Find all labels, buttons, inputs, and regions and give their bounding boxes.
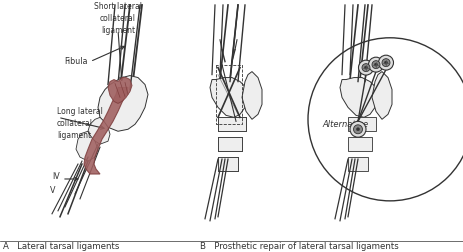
Circle shape [353,125,362,134]
Text: A   Lateral tarsal ligaments: A Lateral tarsal ligaments [3,242,119,251]
Polygon shape [218,117,245,131]
Circle shape [374,63,377,66]
Polygon shape [371,72,391,119]
Polygon shape [339,78,377,117]
Polygon shape [108,78,131,103]
Circle shape [358,60,373,75]
Circle shape [356,128,359,131]
Polygon shape [218,157,238,171]
Circle shape [371,61,379,69]
Circle shape [381,59,389,67]
Polygon shape [347,137,371,151]
Polygon shape [88,117,110,144]
Circle shape [384,61,387,64]
Text: B   Prosthetic repair of lateral tarsal ligaments: B Prosthetic repair of lateral tarsal li… [200,242,398,251]
Text: Long lateral
collateral
ligament: Long lateral collateral ligament [57,107,103,140]
Text: IV: IV [52,173,60,181]
Polygon shape [347,157,367,171]
Circle shape [368,57,383,72]
Polygon shape [76,131,98,161]
Text: Fibula: Fibula [64,57,88,66]
Circle shape [364,66,367,69]
Polygon shape [347,117,375,131]
Text: Short lateral
collateral
ligament: Short lateral collateral ligament [94,2,142,35]
Polygon shape [242,72,262,119]
Polygon shape [210,78,247,117]
Circle shape [378,55,393,70]
Circle shape [361,64,369,72]
Text: Alternative: Alternative [321,120,367,129]
Text: V: V [50,186,55,195]
Polygon shape [84,87,128,174]
Circle shape [349,121,365,137]
Polygon shape [218,137,242,151]
Polygon shape [98,76,148,131]
